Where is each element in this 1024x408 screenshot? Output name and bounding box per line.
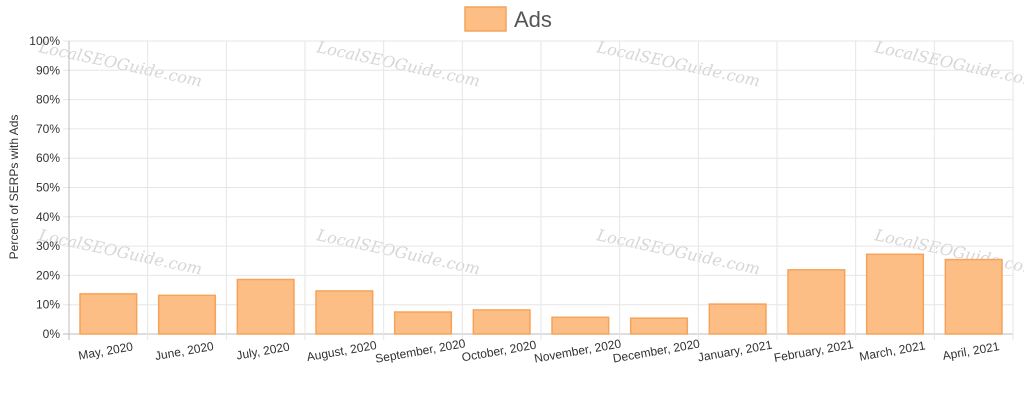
- bar-6[interactable]: [551, 316, 610, 335]
- y-tick-label: 30%: [36, 239, 60, 253]
- y-tick-label: 80%: [36, 93, 60, 107]
- bar-3[interactable]: [315, 290, 374, 335]
- watermark-text: LocalSEOGuide.com: [36, 37, 204, 90]
- y-tick-label: 70%: [36, 122, 60, 136]
- y-tick-label: 60%: [36, 151, 60, 165]
- x-tick-label: February, 2021: [773, 337, 855, 365]
- bar-10[interactable]: [865, 253, 925, 335]
- y-tick-label: 50%: [36, 181, 60, 195]
- x-tick-label: December, 2020: [612, 336, 701, 365]
- watermark-text: LocalSEOGuide.com: [872, 37, 1024, 90]
- bar-11[interactable]: [944, 258, 1003, 335]
- y-axis-ticks: 0% 10% 20% 30% 40% 50% 60% 70% 80% 90% 100%: [29, 34, 60, 341]
- legend-swatch-ads[interactable]: [464, 6, 507, 32]
- bar-5[interactable]: [472, 309, 531, 335]
- x-tick-label: August, 2020: [306, 338, 378, 364]
- y-tick-label: 90%: [36, 63, 60, 77]
- x-tick-label: April, 2021: [942, 339, 1001, 363]
- x-tick-label: January, 2021: [697, 338, 774, 365]
- watermark-text: LocalSEOGuide.com: [314, 225, 482, 278]
- x-tick-label: July, 2020: [235, 339, 291, 362]
- y-tick-label: 10%: [36, 298, 60, 312]
- bar-7[interactable]: [629, 317, 689, 335]
- bar-1[interactable]: [157, 294, 217, 335]
- x-tick-label: September, 2020: [374, 336, 467, 366]
- legend-label-ads[interactable]: Ads: [514, 7, 552, 32]
- bar-9[interactable]: [787, 269, 846, 335]
- legend[interactable]: Ads: [464, 6, 552, 32]
- bar-2[interactable]: [236, 278, 295, 335]
- x-axis-ticks: May, 2020 June, 2020 July, 2020 August, 202…: [77, 336, 1000, 366]
- y-tick-label: 40%: [36, 210, 60, 224]
- watermark-text: LocalSEOGuide.com: [314, 37, 482, 90]
- y-tick-label: 20%: [36, 268, 60, 282]
- y-tick-label: 100%: [29, 34, 60, 48]
- x-tick-label: June, 2020: [154, 339, 215, 363]
- x-tick-label: November, 2020: [533, 336, 622, 365]
- bar-8[interactable]: [708, 303, 767, 335]
- watermark-text: LocalSEOGuide.com: [36, 225, 204, 278]
- y-tick-label: 0%: [43, 327, 61, 341]
- x-tick-label: October, 2020: [461, 338, 538, 365]
- x-tick-label: March, 2021: [858, 338, 926, 363]
- x-tick-label: May, 2020: [77, 339, 134, 362]
- bar-series-ads: [79, 253, 1003, 335]
- bar-0[interactable]: [79, 293, 138, 335]
- chart-grid: [63, 40, 1014, 340]
- bar-4[interactable]: [393, 311, 453, 335]
- y-axis-title: Percent of SERPs with Ads: [7, 115, 21, 260]
